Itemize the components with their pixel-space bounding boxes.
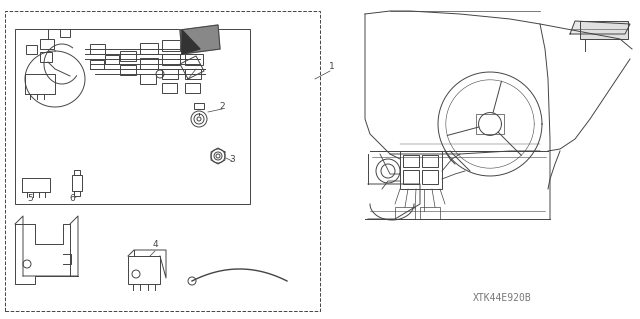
Bar xyxy=(40,52,52,62)
Bar xyxy=(162,69,178,79)
Polygon shape xyxy=(180,25,220,54)
Bar xyxy=(120,65,136,75)
Bar xyxy=(185,69,201,79)
Text: 5: 5 xyxy=(27,194,33,203)
Bar xyxy=(162,40,180,51)
Text: 2: 2 xyxy=(219,102,225,111)
Bar xyxy=(128,256,160,284)
Bar xyxy=(140,74,156,84)
Bar xyxy=(5,11,320,311)
Bar xyxy=(72,175,82,191)
Bar xyxy=(395,207,415,219)
Bar xyxy=(185,40,203,51)
Text: 4: 4 xyxy=(152,240,158,249)
Bar xyxy=(400,151,442,189)
Polygon shape xyxy=(570,21,630,34)
Bar xyxy=(185,54,203,65)
Bar xyxy=(403,155,419,167)
Text: 6: 6 xyxy=(69,194,75,203)
Bar xyxy=(60,29,70,37)
Polygon shape xyxy=(182,30,200,54)
Bar xyxy=(162,54,180,65)
Bar xyxy=(74,170,80,175)
Text: XTK44E920B: XTK44E920B xyxy=(472,293,531,303)
Bar xyxy=(194,103,204,109)
Bar xyxy=(476,114,504,134)
Text: 3: 3 xyxy=(229,155,235,164)
Bar xyxy=(40,39,54,49)
Bar xyxy=(105,55,119,64)
Bar xyxy=(162,83,177,93)
Bar xyxy=(580,21,628,39)
Bar xyxy=(90,44,105,54)
Bar xyxy=(422,155,438,167)
Bar xyxy=(403,170,419,184)
Bar xyxy=(26,45,37,54)
Bar xyxy=(422,170,438,184)
Bar xyxy=(90,60,104,69)
Bar xyxy=(15,29,250,204)
Bar xyxy=(140,58,158,69)
Bar xyxy=(140,43,158,54)
Bar xyxy=(185,83,200,93)
Bar xyxy=(74,191,80,196)
Bar xyxy=(120,51,136,61)
Bar xyxy=(420,207,440,219)
Text: 1: 1 xyxy=(329,62,335,71)
